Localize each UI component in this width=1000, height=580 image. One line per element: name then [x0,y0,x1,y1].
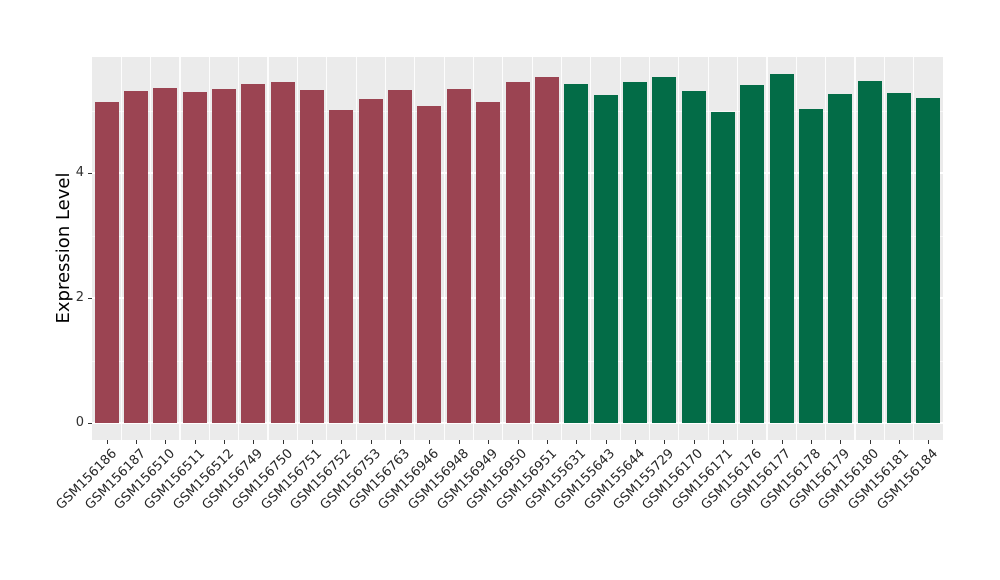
x-tick-mark [370,440,372,444]
x-tick-mark [136,440,138,444]
x-tick-mark [722,440,724,444]
vertical-gridline [208,57,210,440]
bar-GSM156512 [212,89,237,423]
vertical-gridline [296,57,298,440]
x-tick-mark [664,440,666,444]
x-tick-mark [898,440,900,444]
vertical-gridline [179,57,181,440]
bar-GSM156170 [681,91,706,423]
bar-GSM156950 [505,81,530,423]
vertical-gridline [795,57,797,440]
x-tick-mark [224,440,226,444]
x-tick-mark [752,440,754,444]
vertical-gridline [355,57,357,440]
x-tick-mark [869,440,871,444]
vertical-gridline [443,57,445,440]
vertical-gridline [678,57,680,440]
bar-GSM156176 [740,84,765,423]
vertical-gridline [326,57,328,440]
vertical-gridline [825,57,827,440]
x-tick-mark [781,440,783,444]
y-tick-label: 0 [75,415,84,430]
bar-GSM156511 [182,92,207,423]
x-tick-mark [165,440,167,444]
x-tick-mark [429,440,431,444]
bar-GSM156187 [124,91,149,423]
x-tick-mark [634,440,636,444]
vertical-gridline [531,57,533,440]
x-tick-mark [400,440,402,444]
vertical-gridline [502,57,504,440]
bar-GSM156181 [886,93,911,423]
bar-GSM156186 [94,101,119,423]
y-tick-mark [88,423,92,424]
y-tick-mark [88,173,92,174]
bar-GSM156750 [270,82,295,423]
bar-GSM156179 [828,93,853,423]
x-tick-mark [840,440,842,444]
bar-GSM156184 [916,98,941,423]
bar-GSM156510 [153,88,178,423]
x-tick-mark [106,440,108,444]
bar-GSM156946 [417,106,442,423]
bar-GSM156751 [300,89,325,423]
vertical-gridline [267,57,269,440]
bar-GSM156752 [329,109,354,423]
x-tick-mark [312,440,314,444]
vertical-gridline [238,57,240,440]
bar-GSM156949 [476,101,501,423]
x-tick-mark [517,440,519,444]
x-tick-mark [341,440,343,444]
x-tick-mark [576,440,578,444]
bar-GSM156180 [857,80,882,423]
x-tick-mark [458,440,460,444]
x-tick-mark [488,440,490,444]
x-tick-mark [253,440,255,444]
vertical-gridline [648,57,651,440]
x-tick-mark [693,440,695,444]
x-tick-mark [194,440,196,444]
plot-panel [92,57,943,440]
vertical-gridline [590,57,592,440]
bar-GSM155631 [564,84,589,423]
vertical-gridline [619,57,621,440]
vertical-gridline [560,57,563,440]
y-tick-label: 4 [75,165,84,180]
x-tick-mark [605,440,607,444]
vertical-gridline [120,57,122,440]
bar-GSM156763 [388,89,413,423]
vertical-gridline [883,57,885,440]
vertical-gridline [707,57,709,440]
x-tick-mark [810,440,812,444]
y-tick-label: 2 [75,290,84,305]
bar-GSM156749 [241,84,266,423]
bar-GSM156951 [534,77,559,423]
bar-GSM156948 [446,89,471,423]
y-tick-mark [88,298,92,299]
vertical-gridline [384,57,387,440]
x-tick-mark [928,440,930,444]
vertical-gridline [913,57,915,440]
bar-GSM156177 [769,74,794,423]
x-tick-mark [546,440,548,444]
x-tick-mark [282,440,284,444]
bar-GSM156171 [710,111,735,423]
vertical-gridline [472,57,475,440]
bar-GSM155643 [593,94,618,423]
vertical-gridline [736,57,739,440]
vertical-gridline [414,57,416,440]
bar-GSM155729 [652,77,677,423]
vertical-gridline [854,57,856,440]
bar-GSM155644 [622,82,647,423]
bar-GSM156178 [798,108,823,423]
y-axis-title: Expression Level [53,172,74,324]
vertical-gridline [150,57,152,440]
bar-GSM156753 [358,99,383,423]
vertical-gridline [766,57,768,440]
